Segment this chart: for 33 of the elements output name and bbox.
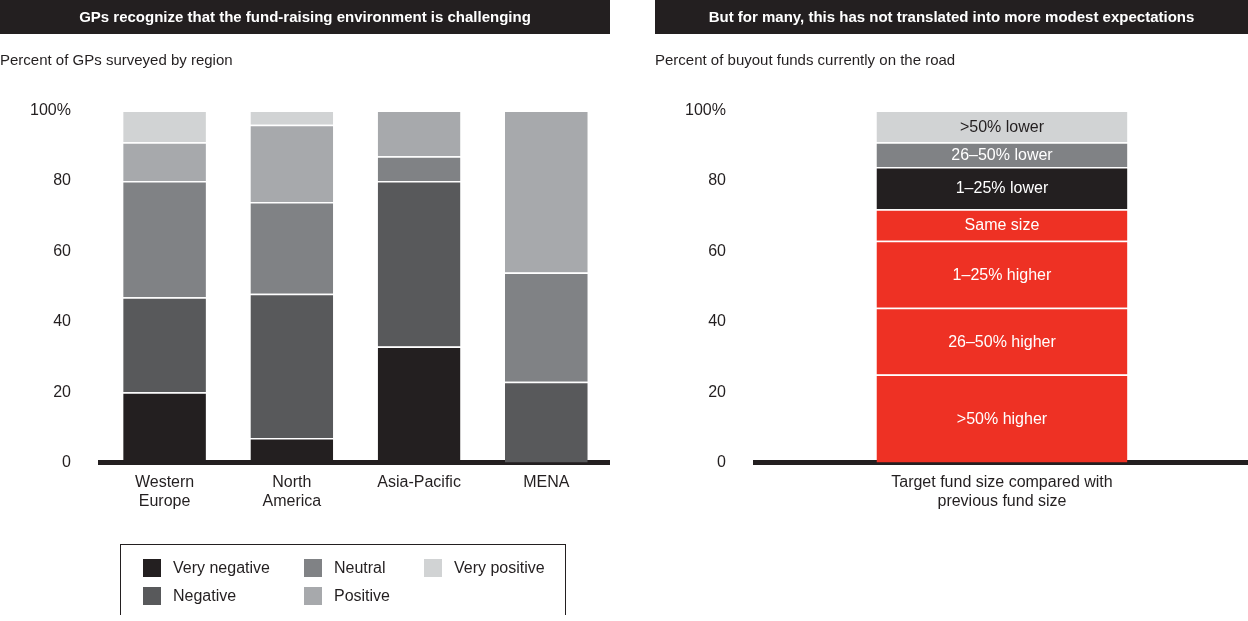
y-tick-label: 40	[708, 312, 727, 330]
y-tick-label: 80	[708, 171, 727, 189]
y-tick-label: 20	[53, 382, 72, 400]
x-tick-label: Target fund size compared with previous fund size	[891, 472, 1113, 509]
y-tick-label: 20	[708, 382, 727, 400]
legend-label: Neutral	[333, 559, 386, 577]
series-label: >50% lower	[959, 117, 1045, 135]
series-label: 26–50% higher	[948, 332, 1057, 350]
x-tick-label: Western Europe	[134, 472, 195, 509]
legend-label: Very negative	[173, 559, 270, 577]
series-label: 1–25% higher	[952, 265, 1052, 283]
x-tick-label: Asia-Pacific	[377, 472, 461, 490]
y-tick-label: 0	[62, 453, 72, 471]
y-tick-label: 0	[717, 453, 727, 471]
x-tick-label: MENA	[523, 472, 570, 490]
legend-label: Very positive	[453, 559, 545, 577]
chart-title: GPs recognize that the fund-raising environment is challenging	[0, 0, 610, 34]
chart-subtitle: Percent of GPs surveyed by region	[0, 51, 234, 70]
y-tick-label: 40	[53, 312, 72, 330]
chart-title: But for many, this has not translated into more modest expectations	[655, 0, 1248, 34]
legend-label: Positive	[333, 587, 390, 605]
y-tick-label: 80	[53, 171, 72, 189]
y-tick-label: 100%	[30, 101, 71, 119]
series-label: Same size	[964, 216, 1040, 234]
series-label: >50% higher	[956, 410, 1048, 428]
y-tick-label: 60	[53, 241, 72, 259]
x-tick-label: North America	[262, 472, 322, 509]
chart-subtitle: Percent of buyout funds currently on the road	[655, 51, 957, 70]
y-tick-label: 60	[708, 241, 727, 259]
series-label: 26–50% lower	[951, 146, 1054, 164]
y-tick-label: 100%	[685, 101, 726, 119]
series-label: 1–25% lower	[955, 179, 1049, 197]
legend-label: Negative	[173, 587, 237, 605]
